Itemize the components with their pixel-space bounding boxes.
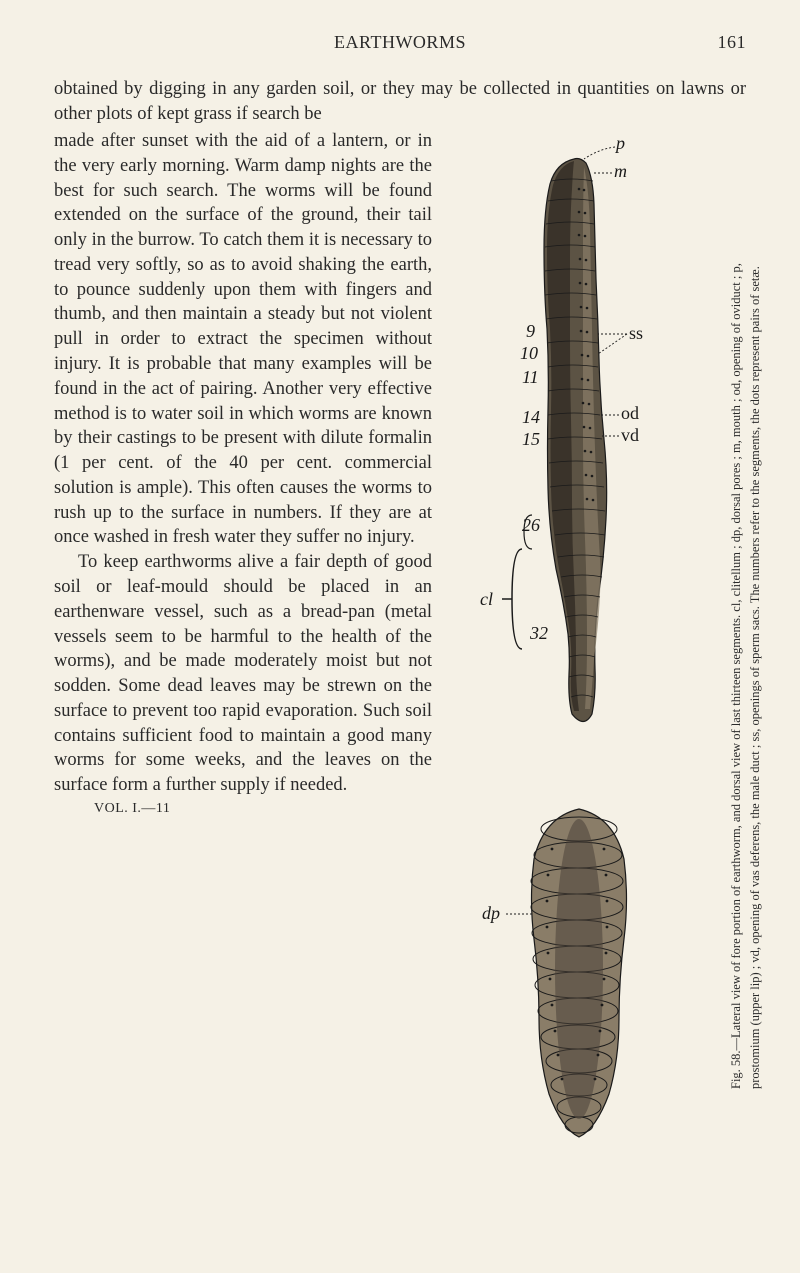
- worm-dorsal: [531, 809, 627, 1137]
- label-seg11: 11: [522, 367, 539, 387]
- paragraph-2: To keep earthworms alive a fair depth of…: [54, 550, 432, 798]
- paragraph-1: made after sunset with the aid of a lant…: [54, 129, 432, 550]
- page-number: 161: [686, 32, 746, 53]
- earthworm-figure: p m ss od vd: [444, 129, 704, 1179]
- intro-paragraph: obtained by digging in any garden soil, …: [54, 77, 746, 127]
- label-seg14: 14: [522, 407, 540, 427]
- label-cl: cl: [480, 589, 493, 609]
- label-seg32: 32: [529, 623, 548, 643]
- two-column-layout: made after sunset with the aid of a lant…: [54, 129, 746, 1179]
- main-content: obtained by digging in any garden soil, …: [54, 77, 746, 1179]
- running-header: EARTHWORMS 161: [54, 32, 746, 53]
- label-seg10: 10: [520, 343, 538, 363]
- label-seg15: 15: [522, 429, 540, 449]
- figure-caption: Fig. 58.—Lateral view of fore portion of…: [727, 209, 765, 1089]
- label-vd: vd: [621, 425, 639, 445]
- label-seg26: 26: [522, 515, 540, 535]
- text-column: made after sunset with the aid of a lant…: [54, 129, 432, 1179]
- label-m: m: [614, 161, 627, 181]
- volume-line: VOL. I.—11: [54, 800, 432, 819]
- label-dp: dp: [482, 903, 500, 923]
- label-ss: ss: [629, 323, 643, 343]
- label-seg9: 9: [526, 321, 535, 341]
- worm-lateral: [502, 158, 607, 721]
- figure-column: p m ss od vd: [444, 129, 746, 1179]
- header-title: EARTHWORMS: [114, 32, 686, 53]
- label-od: od: [621, 403, 639, 423]
- page-container: EARTHWORMS 161 obtained by digging in an…: [0, 0, 800, 1211]
- label-p: p: [614, 133, 625, 153]
- header-spacer: [54, 32, 114, 53]
